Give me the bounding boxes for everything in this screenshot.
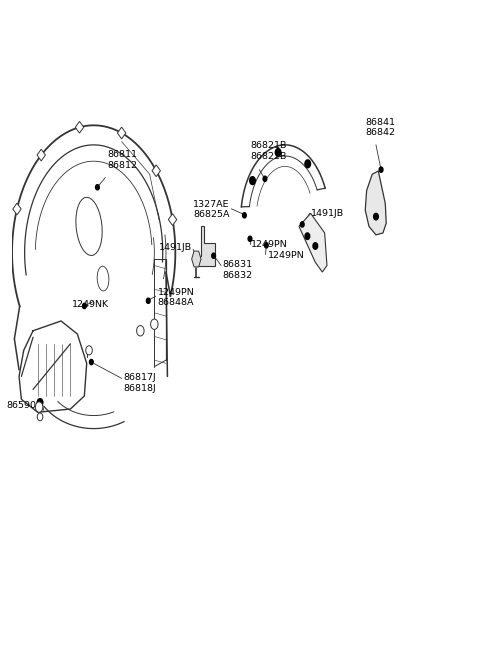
Circle shape [86,346,92,355]
Text: 86848A: 86848A [157,297,194,307]
Circle shape [305,233,310,240]
Text: 1249PN: 1249PN [268,251,304,259]
Polygon shape [299,214,327,272]
Text: 1249PN: 1249PN [252,240,288,248]
Circle shape [373,214,378,220]
Polygon shape [365,171,386,235]
Polygon shape [168,214,177,225]
Circle shape [379,167,383,172]
Circle shape [276,149,281,157]
Polygon shape [37,149,46,161]
Circle shape [96,185,99,190]
Circle shape [300,222,304,227]
Polygon shape [196,227,215,265]
Text: 86831
86832: 86831 86832 [222,261,252,280]
Text: 86817J
86818J: 86817J 86818J [123,373,156,392]
Text: 1249PN: 1249PN [157,288,194,297]
Circle shape [305,160,311,168]
Polygon shape [118,127,126,139]
Polygon shape [192,251,201,267]
Circle shape [151,319,158,329]
Text: 86811
86812: 86811 86812 [108,150,138,170]
Circle shape [242,213,246,218]
Polygon shape [13,203,21,215]
Text: 1249NK: 1249NK [72,300,109,309]
Circle shape [248,236,252,242]
Polygon shape [152,165,160,177]
Circle shape [212,253,216,258]
Circle shape [264,243,268,248]
Circle shape [263,176,267,181]
Circle shape [250,177,255,185]
Text: 1491JB: 1491JB [158,244,192,252]
Text: 86825A: 86825A [193,210,229,219]
Text: 1327AE: 1327AE [193,200,229,210]
Polygon shape [75,121,84,133]
Circle shape [313,243,318,250]
Circle shape [83,303,86,309]
Circle shape [137,326,144,336]
Text: 86821B
86822B: 86821B 86822B [250,141,287,160]
Circle shape [89,360,93,365]
Text: 86841
86842: 86841 86842 [366,118,396,137]
Circle shape [146,298,150,303]
Text: 86590: 86590 [6,401,36,409]
Text: 1491JB: 1491JB [311,209,344,218]
Circle shape [36,402,43,412]
Circle shape [37,399,43,406]
Circle shape [37,413,43,421]
